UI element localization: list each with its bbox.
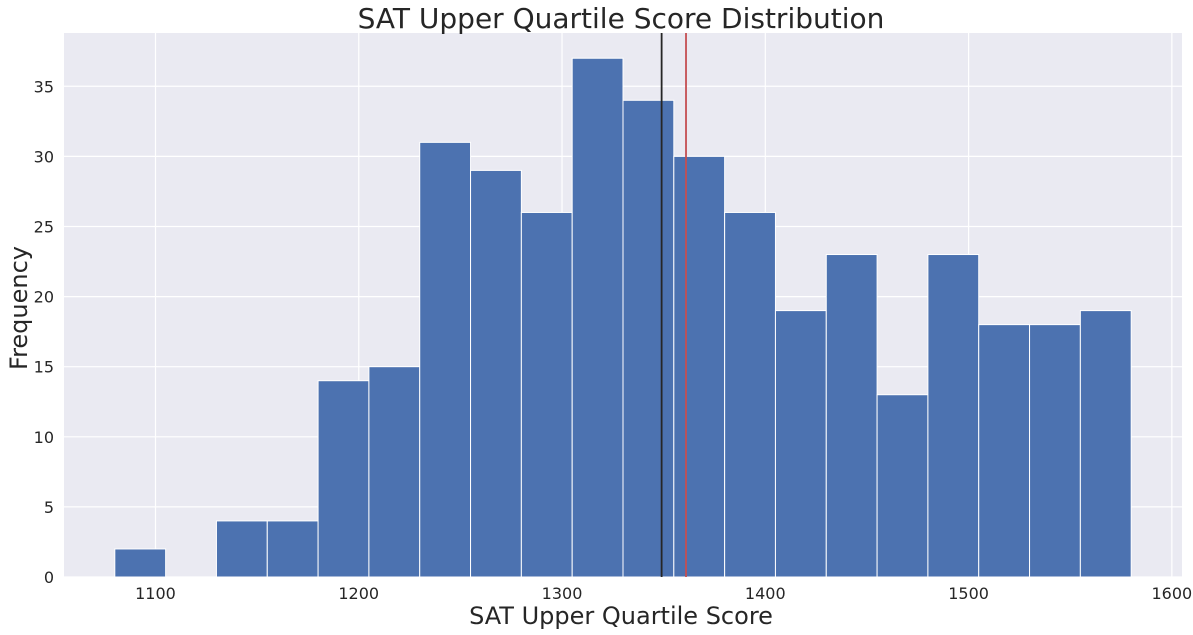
- y-axis-ticks: 0 5 10 15 20 25 30 35: [34, 77, 54, 587]
- histogram-bar: [520, 211, 573, 578]
- histogram-bar: [774, 310, 827, 578]
- x-tick-label: 1300: [542, 584, 583, 603]
- y-tick-label: 20: [34, 288, 54, 307]
- histogram-bar: [368, 366, 421, 578]
- histogram-bar: [571, 57, 624, 578]
- y-axis-label: Frequency: [5, 246, 33, 370]
- histogram-bar: [825, 254, 878, 578]
- histogram-bar: [419, 141, 472, 578]
- x-axis-ticks: 1100 1200 1300 1400 1500 1600: [135, 584, 1192, 603]
- histogram-bar: [1079, 310, 1132, 578]
- x-tick-label: 1100: [135, 584, 176, 603]
- y-tick-label: 10: [34, 428, 54, 447]
- x-tick-label: 1400: [745, 584, 786, 603]
- histogram-bar: [673, 155, 726, 578]
- histogram-bar: [470, 169, 522, 578]
- x-axis-label: SAT Upper Quartile Score: [469, 602, 773, 630]
- histogram-bar: [724, 211, 776, 578]
- y-tick-label: 25: [34, 217, 54, 236]
- histogram-bar: [876, 394, 929, 578]
- histogram-bar: [978, 324, 1031, 578]
- histogram-bars: [114, 57, 1132, 578]
- histogram-bar: [114, 548, 167, 578]
- reference-lines: [660, 33, 687, 577]
- y-tick-label: 35: [34, 77, 54, 96]
- y-tick-label: 15: [34, 358, 54, 377]
- x-tick-label: 1500: [948, 584, 989, 603]
- histogram-bar: [317, 380, 370, 578]
- histogram-bar: [927, 254, 980, 578]
- histogram-bar: [622, 99, 675, 578]
- histogram-bar: [1029, 324, 1081, 578]
- y-tick-label: 5: [44, 498, 54, 517]
- y-tick-label: 0: [44, 568, 54, 587]
- histogram-bar: [266, 520, 319, 578]
- chart-title: SAT Upper Quartile Score Distribution: [358, 2, 885, 35]
- x-tick-label: 1200: [338, 584, 379, 603]
- y-tick-label: 30: [34, 147, 54, 166]
- histogram-bar: [215, 520, 268, 578]
- x-tick-label: 1600: [1151, 584, 1192, 603]
